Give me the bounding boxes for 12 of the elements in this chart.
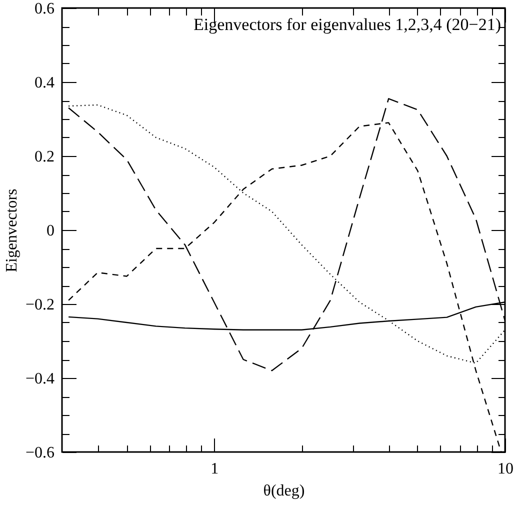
y-tick-label: 0 <box>46 222 54 240</box>
y-tick-label: 0.4 <box>34 74 54 92</box>
x-tick-label: 1 <box>210 460 219 478</box>
x-tick-label: 10 <box>498 460 514 478</box>
y-tick-label: −0.4 <box>25 370 54 388</box>
y-tick-label: 0.2 <box>34 148 54 166</box>
chart-title: Eigenvectors for eigenvalues 1,2,3,4 (20−21) <box>194 15 501 34</box>
y-tick-label: −0.6 <box>25 444 54 462</box>
y-tick-label: 0.6 <box>34 0 54 18</box>
y-axis-title: Eigenvectors <box>3 188 20 272</box>
x-axis-title: θ(deg) <box>263 482 305 500</box>
y-tick-label: −0.2 <box>25 296 54 314</box>
